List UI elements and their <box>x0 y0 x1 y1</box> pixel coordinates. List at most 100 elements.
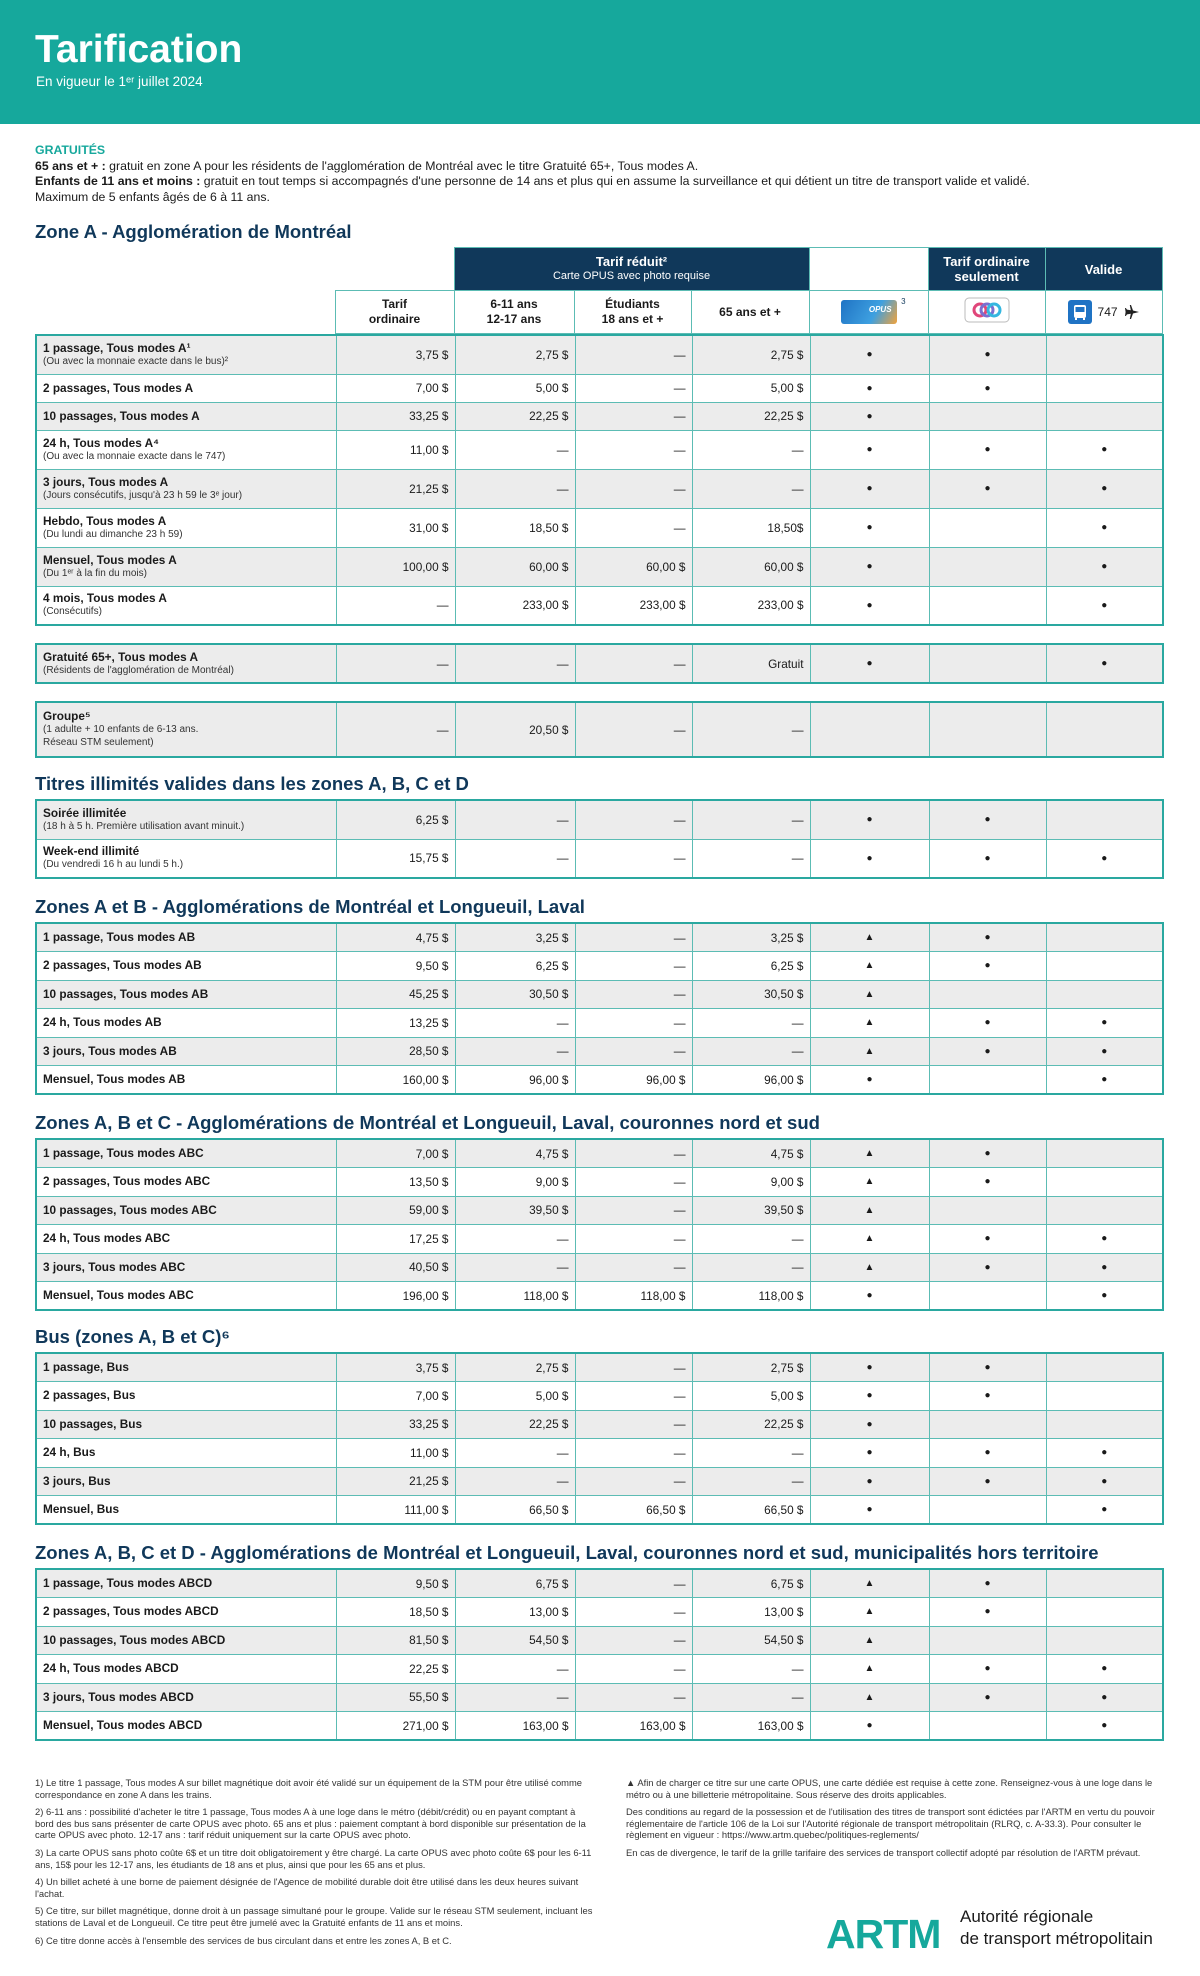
section-title: Zones A, B et C - Agglomérations de Mont… <box>35 1112 820 1133</box>
fare: — <box>454 1466 576 1496</box>
occasional-card <box>964 297 1010 323</box>
fare-row: 3 jours, Bus 21,25 $ — — — ● ● ● <box>35 1466 1164 1496</box>
fare: — <box>691 1654 811 1684</box>
row-label: 10 passages, Tous modes AB <box>43 986 209 1001</box>
media-cell: ● <box>1045 546 1164 587</box>
media-mark: ● <box>866 852 873 864</box>
row-label-cell: 1 passage, Tous modes ABCD <box>35 1568 337 1598</box>
media-cell: ● <box>928 1682 1047 1712</box>
fare: 111,00 $ <box>335 1495 456 1525</box>
fare: — <box>574 799 693 840</box>
row-label-cell: 3 jours, Tous modes A (Jours consécutifs,… <box>35 468 337 509</box>
valid-icons: 747 <box>1046 300 1162 324</box>
fare: — <box>691 468 811 509</box>
media-mark: ▲ <box>864 1578 875 1589</box>
row-label-cell: Mensuel, Tous modes ABC <box>35 1281 337 1311</box>
media-mark: ● <box>984 1578 991 1589</box>
media-cell: ● <box>809 468 930 509</box>
row-label-cell: 10 passages, Tous modes ABCD <box>35 1625 337 1655</box>
opus-header: OPUS 3 <box>808 290 929 334</box>
fare: — <box>454 468 576 509</box>
media-mark: ● <box>1101 1663 1108 1675</box>
row-label-cell: 24 h, Tous modes ABC <box>35 1224 337 1254</box>
media-mark: ● <box>984 960 991 972</box>
media-cell <box>1045 701 1164 758</box>
row-label: 2 passages, Bus <box>43 1388 136 1403</box>
media-cell: ▲ <box>809 1138 930 1168</box>
media-mark: ▲ <box>864 1017 875 1029</box>
fare: — <box>335 643 456 684</box>
media-mark: ● <box>1101 1504 1108 1515</box>
fare: 18,50 $ <box>335 1597 456 1627</box>
fare: 3,75 $ <box>335 334 456 375</box>
row-label-cell: Gratuité 65+, Tous modes A (Résidents de … <box>35 643 337 684</box>
valid-header: Valide <box>1044 247 1163 291</box>
fare: — <box>574 1252 693 1282</box>
row-label: 3 jours, Tous modes A <box>43 474 169 489</box>
media-cell: ● <box>928 838 1047 879</box>
fare: 60,00 $ <box>691 546 811 587</box>
row-label: 4 mois, Tous modes A <box>43 591 167 606</box>
fare: — <box>691 1224 811 1254</box>
fare-table: 1 passage, Tous modes ABCD 9,50 $6,75 $ —6… <box>35 1568 1164 1741</box>
row-label: Hebdo, Tous modes A <box>43 513 167 528</box>
fare-table: Gratuité 65+, Tous modes A (Résidents de … <box>35 643 1164 684</box>
media-cell <box>928 1281 1047 1311</box>
media-cell: ● <box>928 468 1047 509</box>
media-cell: ● <box>1045 1008 1164 1038</box>
fare: — <box>454 1682 576 1712</box>
fare-header: 6-11 ans 12-17 ans <box>453 290 575 334</box>
row-label: 1 passage, Tous modes A¹ <box>43 340 191 355</box>
logo-line: Autorité régionale <box>960 1907 1094 1926</box>
section: Titres illimités valides dans les zones … <box>35 769 1164 879</box>
fare-row: 1 passage, Tous modes ABC 7,00 $4,75 $ —4,… <box>35 1138 1164 1168</box>
media-cell: ● <box>809 401 930 431</box>
fare: 60,00 $ <box>454 546 576 587</box>
media-mark: ● <box>984 1176 991 1188</box>
fare-table: 1 passage, Tous modes A¹ (Ou avec la monn… <box>35 334 1164 626</box>
row-label: 3 jours, Bus <box>43 1473 111 1488</box>
footnote: 1) Le titre 1 passage, Tous modes A sur … <box>35 1777 582 1800</box>
section-title: Zones A et B - Agglomérations de Montréa… <box>35 896 585 917</box>
plane-icon <box>1124 305 1139 319</box>
media-mark: ▲ <box>864 1261 875 1273</box>
fare: — <box>454 838 576 879</box>
fare: 40,50 $ <box>335 1252 456 1282</box>
fare-row: 2 passages, Tous modes ABC 13,50 $9,00 $ —… <box>35 1167 1164 1197</box>
media-cell: ▲ <box>809 1036 930 1066</box>
fare: 20,50 $ <box>454 701 576 758</box>
media-mark: ● <box>866 483 873 494</box>
media-mark: ● <box>1101 444 1108 455</box>
media-mark: ● <box>984 1691 991 1703</box>
row-label: Gratuité 65+, Tous modes A <box>43 649 199 664</box>
row-label-cell: 3 jours, Tous modes AB <box>35 1036 337 1066</box>
media-cell: ● <box>928 1568 1047 1598</box>
media-mark: ● <box>866 382 873 394</box>
media-cell <box>1045 1568 1164 1598</box>
media-cell <box>1045 1195 1164 1225</box>
fare: 17,25 $ <box>335 1224 456 1254</box>
fare-row: 2 passages, Tous modes ABCD 18,50 $13,00 … <box>35 1597 1164 1627</box>
media-cell: ● <box>809 429 930 470</box>
fare-row: 10 passages, Tous modes ABCD 81,50 $54,50… <box>35 1625 1164 1655</box>
media-cell: ● <box>928 1352 1047 1382</box>
media-cell: ● <box>1045 1252 1164 1282</box>
fare: 7,00 $ <box>335 1138 456 1168</box>
media-cell <box>1045 1167 1164 1197</box>
fare: — <box>691 1008 811 1038</box>
section: Bus (zones A, B et C)⁶ 1 passage, Bus 3,75… <box>35 1322 1164 1525</box>
fare-row: 2 passages, Tous modes A 7,00 $5,00 $ —5,0… <box>35 373 1164 403</box>
free-line: Enfants de 11 ans et moins : gratuit en … <box>35 174 1165 190</box>
media-cell <box>928 1625 1047 1655</box>
fare: 6,25 $ <box>335 799 456 840</box>
fare: 5,00 $ <box>691 373 811 403</box>
media-cell: ● <box>809 1352 930 1382</box>
fare: 22,25 $ <box>454 1409 576 1439</box>
fare-row: 3 jours, Tous modes A (Jours consécutifs,… <box>35 468 1164 509</box>
media-cell: ● <box>928 1654 1047 1684</box>
fare: 6,75 $ <box>454 1568 576 1598</box>
row-label: 2 passages, Tous modes A <box>43 380 194 395</box>
row-label: 24 h, Tous modes A⁴ <box>43 435 159 450</box>
fare: — <box>574 1682 693 1712</box>
row-label-cell: 2 passages, Tous modes ABC <box>35 1167 337 1197</box>
